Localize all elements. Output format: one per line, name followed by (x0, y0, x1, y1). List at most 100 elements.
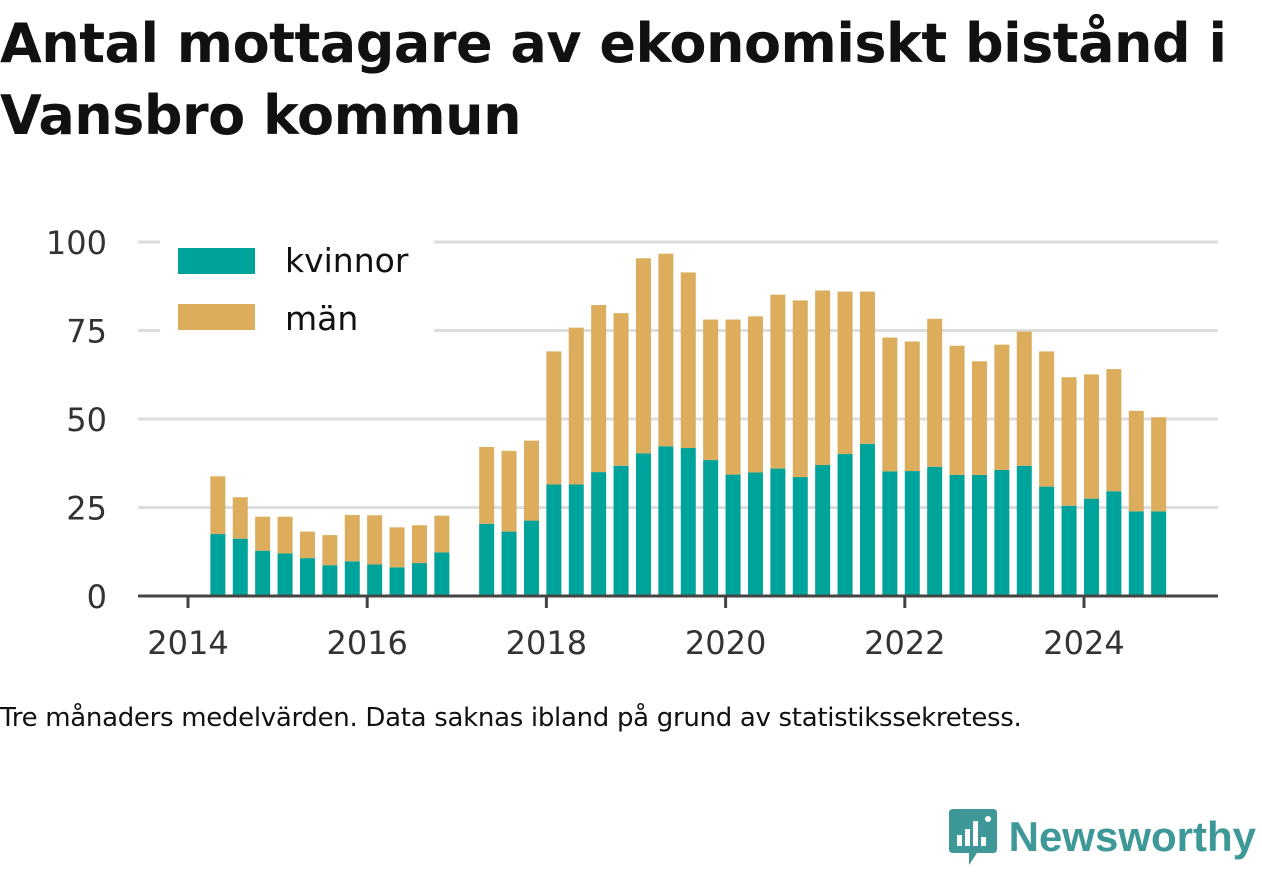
legend-label-man: män (285, 299, 358, 338)
bar-kvinnor (546, 484, 562, 596)
chart-title: Antal mottagare av ekonomiskt bistånd i … (0, 12, 1227, 147)
bars (210, 253, 1167, 596)
bar-kvinnor (792, 477, 808, 596)
bar-man (277, 516, 293, 554)
bar-man (1061, 377, 1077, 506)
bar-kvinnor (367, 564, 383, 596)
bar-kvinnor (210, 534, 226, 596)
bar-kvinnor (837, 454, 853, 596)
bar-man (1128, 410, 1144, 512)
bar-man (725, 319, 741, 475)
bar-kvinnor (882, 471, 898, 596)
bar-man (501, 450, 517, 532)
bar-kvinnor (1151, 511, 1167, 596)
bar-man (658, 253, 674, 447)
bar-kvinnor (568, 484, 584, 596)
bar-man (1039, 351, 1055, 487)
bar-man (411, 525, 427, 564)
bar-man (904, 341, 920, 472)
bar-man (971, 361, 987, 475)
bar-kvinnor (815, 465, 831, 596)
bar-man (1083, 374, 1099, 499)
bar-man (546, 351, 562, 485)
bar-kvinnor (389, 567, 405, 596)
x-tick-label: 2020 (685, 624, 766, 662)
bar-man (815, 290, 831, 466)
bar-kvinnor (658, 446, 674, 596)
bar-kvinnor (635, 453, 651, 596)
chart: 0 25 50 75 100 2014 2016 2018 2020 2022 2024 kvin… (46, 224, 1218, 662)
bar-man (949, 345, 965, 475)
bar-man (747, 316, 763, 473)
bar-man (344, 514, 360, 562)
x-tick-labels: 2014 2016 2018 2020 2022 2024 (147, 596, 1125, 662)
bar-man (232, 497, 248, 539)
bar-kvinnor (725, 474, 741, 596)
bar-kvinnor (591, 472, 607, 596)
bar-kvinnor (1106, 491, 1122, 596)
bar-man (255, 516, 271, 551)
bar-man (1106, 369, 1122, 492)
newsworthy-wordmark: Newsworthy (1008, 813, 1256, 860)
legend-swatch-man (178, 304, 255, 330)
bar-kvinnor (904, 471, 920, 596)
bar-kvinnor (523, 520, 539, 596)
bar-kvinnor (344, 561, 360, 596)
y-tick-label: 0 (87, 578, 107, 616)
bar-kvinnor (747, 472, 763, 596)
newsworthy-logo-icon (948, 809, 997, 865)
bar-kvinnor (994, 469, 1010, 596)
x-tick-label: 2018 (506, 624, 587, 662)
bar-kvinnor (703, 460, 719, 596)
newsworthy-logo: Newsworthy (947, 807, 1256, 867)
bar-kvinnor (770, 468, 786, 596)
bar-kvinnor (949, 474, 965, 596)
bar-kvinnor (1061, 505, 1077, 596)
bar-man (635, 258, 651, 454)
y-tick-label: 100 (46, 224, 107, 262)
bar-kvinnor (1083, 498, 1099, 596)
bar-kvinnor (927, 466, 943, 596)
bar-kvinnor (971, 474, 987, 596)
bar-man (994, 344, 1010, 470)
y-tick-label: 75 (66, 313, 107, 351)
bar-man (479, 446, 495, 524)
x-tick-label: 2024 (1043, 624, 1124, 662)
bar-kvinnor (299, 558, 315, 596)
bar-kvinnor (411, 563, 427, 596)
legend: kvinnor män (160, 236, 434, 338)
bar-kvinnor (1128, 511, 1144, 596)
bar-man (792, 300, 808, 478)
bar-man (1016, 331, 1032, 466)
bar-man (367, 515, 383, 565)
y-tick-labels: 0 25 50 75 100 (46, 224, 107, 616)
bar-kvinnor (479, 523, 495, 596)
bar-man (389, 527, 405, 568)
bar-kvinnor (613, 465, 629, 596)
bar-man (434, 515, 450, 553)
x-tick-label: 2014 (147, 624, 228, 662)
bar-man (322, 535, 338, 566)
bar-kvinnor (232, 538, 248, 596)
bar-kvinnor (859, 443, 875, 596)
bar-kvinnor (322, 565, 338, 596)
x-tick-label: 2022 (864, 624, 945, 662)
bar-kvinnor (1039, 486, 1055, 596)
bar-man (770, 294, 786, 469)
legend-label-kvinnor: kvinnor (285, 241, 409, 280)
bar-man (591, 305, 607, 473)
bar-man (523, 440, 539, 521)
legend-swatch-kvinnor (178, 248, 255, 274)
y-tick-label: 25 (66, 490, 107, 528)
bar-man (568, 327, 584, 485)
bar-man (680, 272, 696, 449)
bar-kvinnor (501, 531, 517, 596)
bar-kvinnor (277, 553, 293, 596)
bar-man (613, 313, 629, 466)
chart-caption: Tre månaders medelvärden. Data saknas ib… (0, 703, 1022, 733)
bar-kvinnor (680, 448, 696, 596)
bar-kvinnor (1016, 465, 1032, 596)
bar-man (299, 531, 315, 559)
bar-kvinnor (434, 552, 450, 596)
bar-man (210, 476, 226, 535)
